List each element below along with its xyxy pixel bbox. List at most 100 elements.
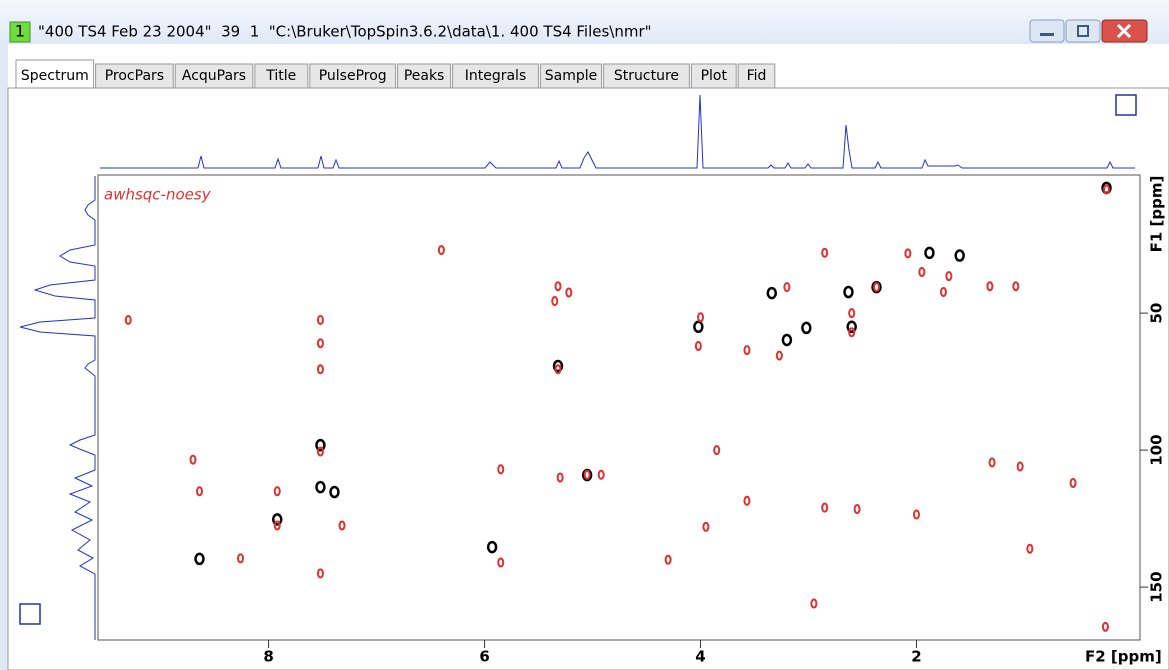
contour-peak (702, 521, 710, 532)
contour-peak (988, 457, 996, 468)
tab-label: PulseProg (319, 68, 387, 84)
corner-icon[interactable] (19, 603, 41, 625)
tab[interactable] (737, 63, 776, 89)
contour-peak (196, 486, 204, 497)
contour-peak (1103, 184, 1111, 195)
contour-peak (843, 285, 854, 299)
contour-peak (1016, 461, 1024, 472)
contour-peak (1069, 477, 1077, 488)
contour-peak (273, 520, 281, 531)
window-number: 1 (15, 22, 25, 41)
tab[interactable] (539, 63, 603, 89)
tab[interactable] (174, 63, 254, 89)
contour-peak (237, 553, 245, 564)
contour-peak (664, 554, 672, 565)
tab[interactable] (15, 59, 95, 89)
contour-peak (821, 502, 829, 513)
contour-peak (565, 287, 573, 298)
contour-peak (583, 469, 591, 480)
contour-peak (821, 247, 829, 258)
contour-peak (1026, 543, 1034, 554)
tab[interactable] (397, 63, 452, 89)
contour-peak (853, 504, 861, 515)
tab[interactable] (690, 63, 737, 89)
tab[interactable] (95, 63, 174, 89)
tab-label: Structure (614, 68, 679, 84)
contour-peak (315, 480, 326, 494)
tab-label: Peaks (404, 68, 445, 84)
plot-frame (97, 174, 1141, 641)
x-tick-label: 4 (695, 648, 705, 666)
contour-peak (194, 552, 205, 566)
tab[interactable] (603, 63, 690, 89)
contour-peak (939, 287, 947, 298)
contour-peak (697, 312, 705, 323)
contour-peak (316, 446, 324, 457)
tab-bar: Spectrum ProcPars AcquPars Title PulseProg Pe… (15, 59, 776, 89)
minimize-button[interactable] (1029, 19, 1065, 43)
y-tick-label: 100 (1148, 434, 1166, 465)
contour-peak (918, 267, 926, 278)
title-bar (0, 0, 1169, 44)
contour-peak (801, 321, 812, 335)
contour-peak (497, 464, 505, 475)
maximize-icon (1077, 25, 1089, 37)
contour-peak (316, 314, 324, 325)
maximize-button[interactable] (1065, 19, 1101, 43)
contour-peak (315, 438, 326, 452)
contour-peak (316, 338, 324, 349)
contour-peak (848, 308, 856, 319)
tab-label: Fid (747, 68, 767, 84)
tab-label: Plot (701, 68, 728, 84)
tab[interactable] (254, 63, 309, 89)
tab[interactable] (452, 63, 539, 89)
contour-peak (945, 271, 953, 282)
contour-peak (924, 246, 935, 260)
pulse-program-annotation: awhsqc-noesy (104, 186, 212, 204)
contour-peak (904, 248, 912, 259)
contour-peak (743, 345, 751, 356)
contour-peak (597, 469, 605, 480)
contour-peak (551, 296, 559, 307)
contour-peak (338, 520, 346, 531)
corner-icon[interactable] (1115, 94, 1137, 116)
contour-peak (848, 327, 856, 338)
contour-peak (713, 445, 721, 456)
contour-peak (810, 598, 818, 609)
contour-peak (783, 282, 791, 293)
contour-peak (316, 364, 324, 375)
minimize-icon (1040, 33, 1054, 36)
close-icon (1116, 23, 1132, 39)
contour-peak (846, 320, 857, 334)
tab-label: ProcPars (105, 68, 164, 84)
contour-peak (556, 472, 564, 483)
contour-peak (954, 249, 965, 262)
contour-peak (316, 568, 324, 579)
x-tick-label: 2 (911, 648, 921, 666)
y-tick-label: 50 (1148, 303, 1166, 324)
contour-peak (743, 495, 751, 506)
contour-peak (1012, 281, 1020, 292)
tab-label: Spectrum (21, 68, 89, 84)
contour-peak (486, 540, 498, 554)
y-tick-label: 150 (1148, 571, 1166, 602)
contour-peak (694, 340, 702, 351)
x-axis-label: F2 [ppm] (1085, 648, 1162, 666)
f2-projection (100, 94, 1135, 169)
contour-peak (766, 286, 778, 300)
contour-peak (329, 485, 340, 499)
contour-peak (554, 281, 562, 292)
contour-peak (873, 282, 881, 293)
tab[interactable] (309, 63, 397, 89)
window-number-box (9, 21, 31, 43)
x-tick-label: 8 (263, 648, 273, 666)
tab-label: Title (265, 68, 296, 84)
contour-peak (271, 513, 283, 526)
window-title: "400 TS4 Feb 23 2004" 39 1 "C:\Bruker\To… (38, 23, 652, 41)
tab-label: Integrals (465, 68, 527, 84)
contour-peak (554, 364, 562, 375)
contour-peak (437, 245, 445, 256)
contour-peak (273, 486, 281, 497)
spectrum-pane (7, 87, 1169, 670)
